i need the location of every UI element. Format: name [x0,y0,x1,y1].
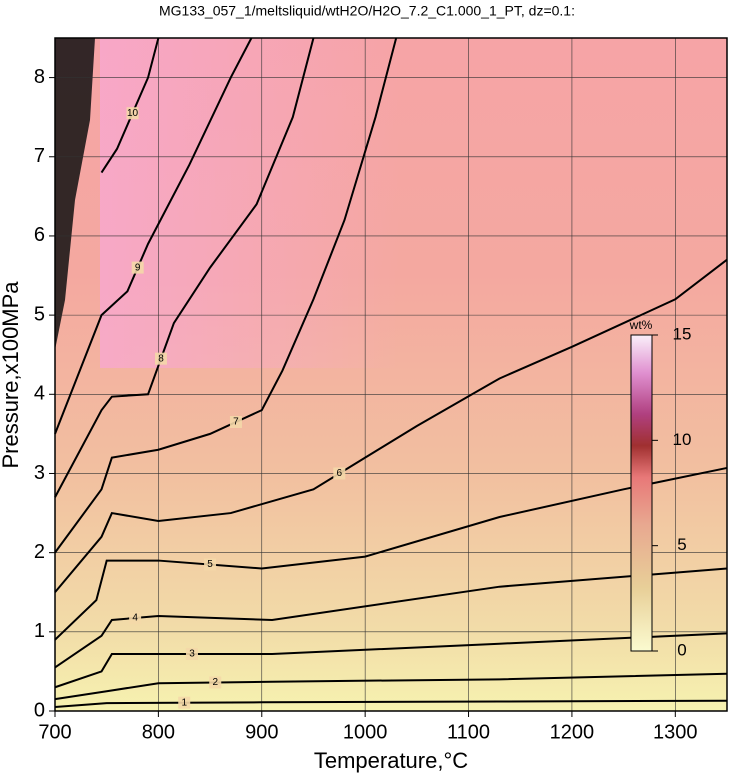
contour-line [54,699,728,709]
contour-label-bg [154,352,167,365]
contour-line [54,37,315,498]
y-tick-label: 1 [34,620,45,642]
colorbar-tick-label: 0 [677,640,686,659]
x-tick-label: 1000 [343,721,388,743]
contour-label-bg [185,647,198,660]
contour-label: 9 [135,262,141,273]
chart-title: MG133_057_1/meltsliquid/wtH2O/H2O_7.2_C1… [159,3,575,19]
x-tick-label: 800 [142,721,175,743]
contour-line [54,567,728,669]
contour-label-bg [129,611,142,624]
y-tick-label: 0 [34,699,45,721]
contour-label: 1 [181,697,187,708]
colorbar-axis: 0 5 10 15 [652,324,691,659]
contour-line [54,466,728,641]
x-tick-label: 900 [245,721,278,743]
colorbar-tick-label: 5 [677,535,686,554]
contour-label: 10 [127,108,139,119]
contour-label: 8 [158,353,164,364]
contour-line [54,37,253,435]
contour-line [54,37,398,554]
dense-contours [55,38,95,350]
y-tick-label: 5 [34,303,45,325]
plot-frame [54,37,728,712]
y-tick-label: 2 [34,541,45,563]
x-axis-label: Temperature,°C [314,748,468,773]
plot-shading [100,38,400,368]
contour-label: 5 [207,559,213,570]
contour-label-bg [126,107,139,120]
x-tick-label: 1100 [447,721,490,743]
contour-label: 6 [337,468,343,479]
y-tick-label: 8 [34,66,45,88]
y-tick-label: 7 [34,145,45,167]
contour-label-bg [131,261,144,274]
colorbar-tick-label: 15 [673,324,692,343]
contour-label-bg [204,558,217,571]
contours: 1 2 3 4 5 6 7 8 9 10 [54,37,728,709]
colorbar-tick-label: 10 [673,430,692,449]
y-tick-label: 3 [34,462,45,484]
y-tick-label: 6 [34,224,45,246]
contour-label-bg [209,676,222,689]
contour-label: 3 [189,649,195,660]
y-tick-label: 4 [34,383,45,405]
contour-label: 2 [212,677,218,688]
colorbar [630,334,653,652]
contour-label: 7 [233,417,239,428]
contour-label-bg [333,467,346,480]
contour-label: 4 [132,613,138,624]
contour-label-bg [229,416,242,429]
x-tick-label: 1300 [653,721,698,743]
contour-label-bg [178,696,191,709]
x-tick-label: 1200 [550,721,595,743]
colorbar-label: wt% [629,318,653,332]
x-tick-label: 700 [38,721,71,743]
y-axis-label: Pressure,x100MPa [0,281,23,469]
